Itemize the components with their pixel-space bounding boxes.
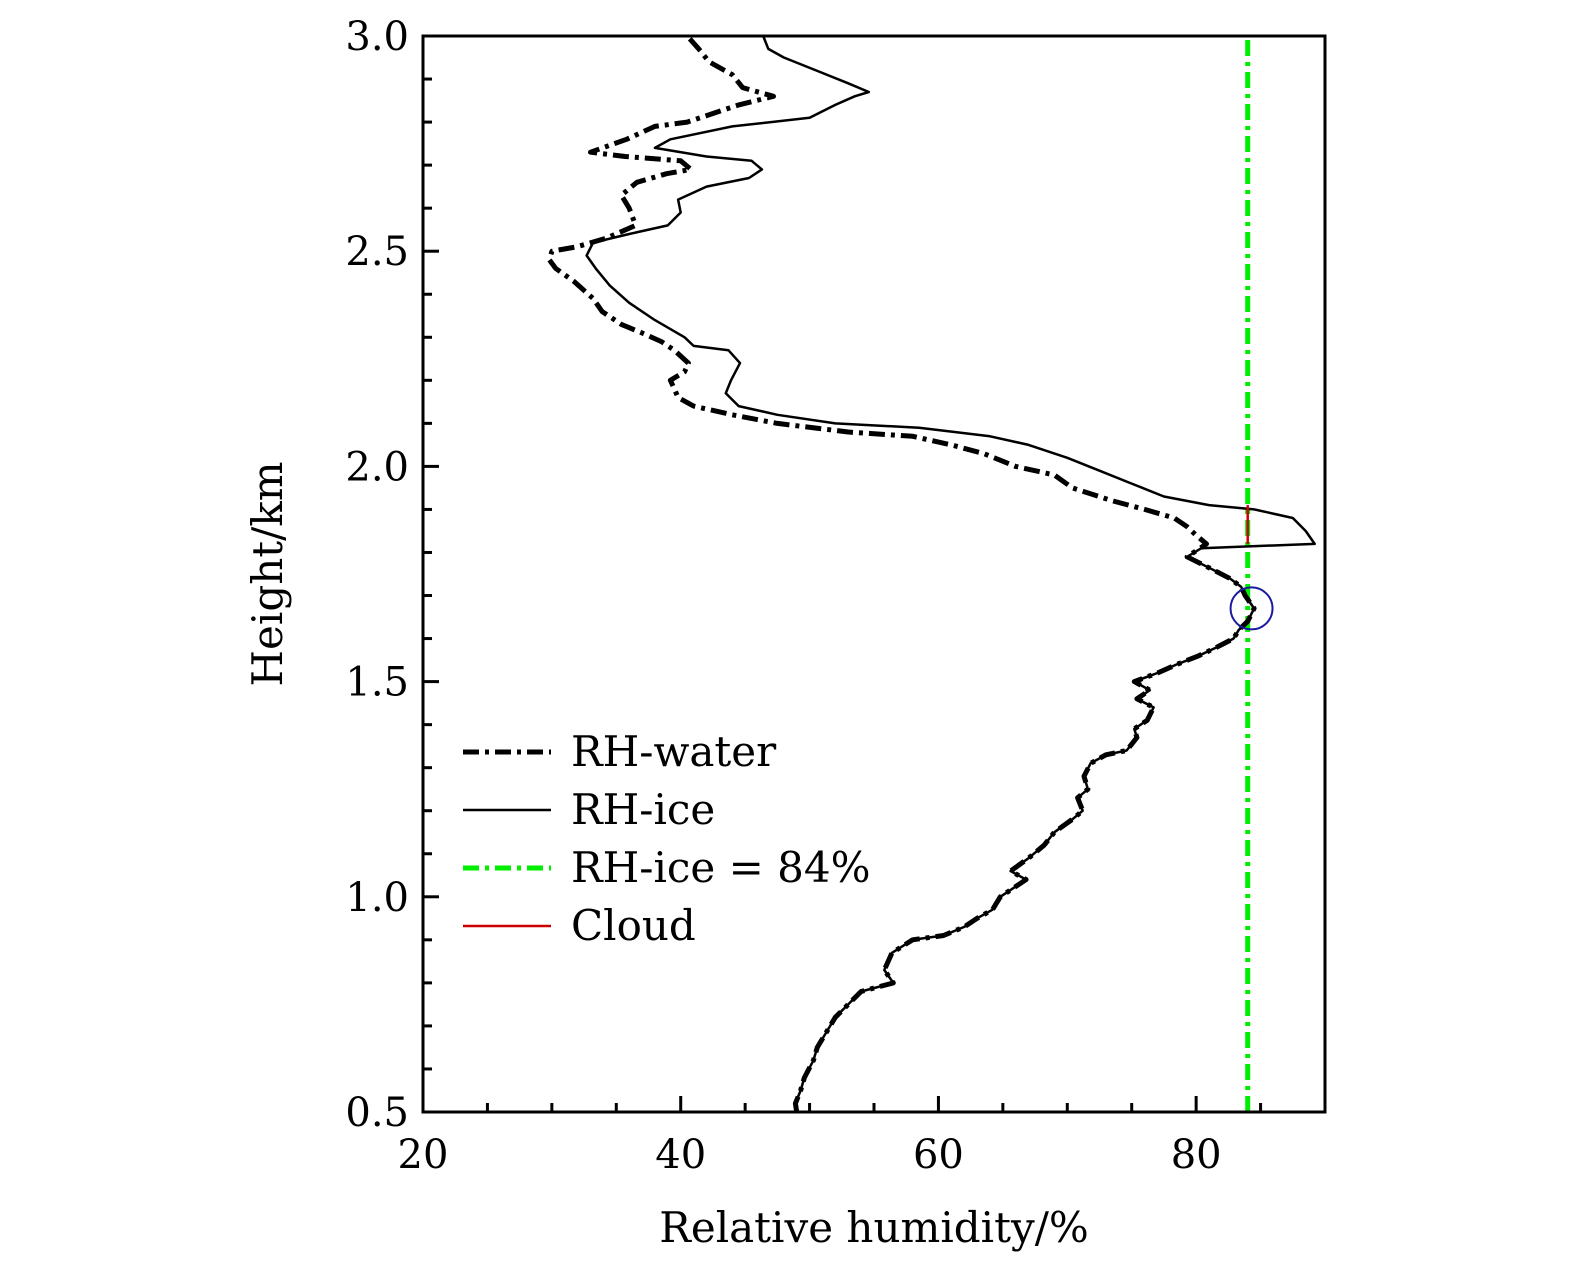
y-tick-label: 2.5 xyxy=(345,229,409,275)
legend-label-rh-ice: RH-ice xyxy=(571,785,715,834)
series-line-rh-ice xyxy=(585,35,1316,1113)
legend-label-cloud: Cloud xyxy=(571,901,696,950)
x-tick-label: 80 xyxy=(1171,1132,1222,1178)
y-tick-label: 3.0 xyxy=(345,14,409,60)
legend: RH-water RH-ice RH-ice = 84% Cloud xyxy=(463,727,871,950)
legend-label-rh-ice-84: RH-ice = 84% xyxy=(571,843,871,892)
y-tick-label: 2.0 xyxy=(345,444,409,490)
x-tick-label: 60 xyxy=(913,1132,964,1178)
y-tick-label: 1.5 xyxy=(345,660,409,706)
legend-label-rh-water: RH-water xyxy=(571,727,777,776)
y-tick-label: 0.5 xyxy=(345,1090,409,1136)
series-line-rh-water xyxy=(546,34,1257,1113)
y-axis-title: Height/km xyxy=(243,461,292,686)
x-tick-label: 40 xyxy=(655,1132,706,1178)
x-axis-title: Relative humidity/% xyxy=(659,1203,1089,1252)
x-tick-label: 20 xyxy=(398,1132,449,1178)
plot-frame xyxy=(421,34,1327,1114)
ticks-layer: 20 40 60 80 0.5 1.0 1.5 2.0 2.5 3.0 xyxy=(345,14,1327,1178)
highlight-circle xyxy=(1229,586,1274,631)
series-layer xyxy=(546,34,1316,1113)
y-tick-label: 1.0 xyxy=(345,875,409,921)
